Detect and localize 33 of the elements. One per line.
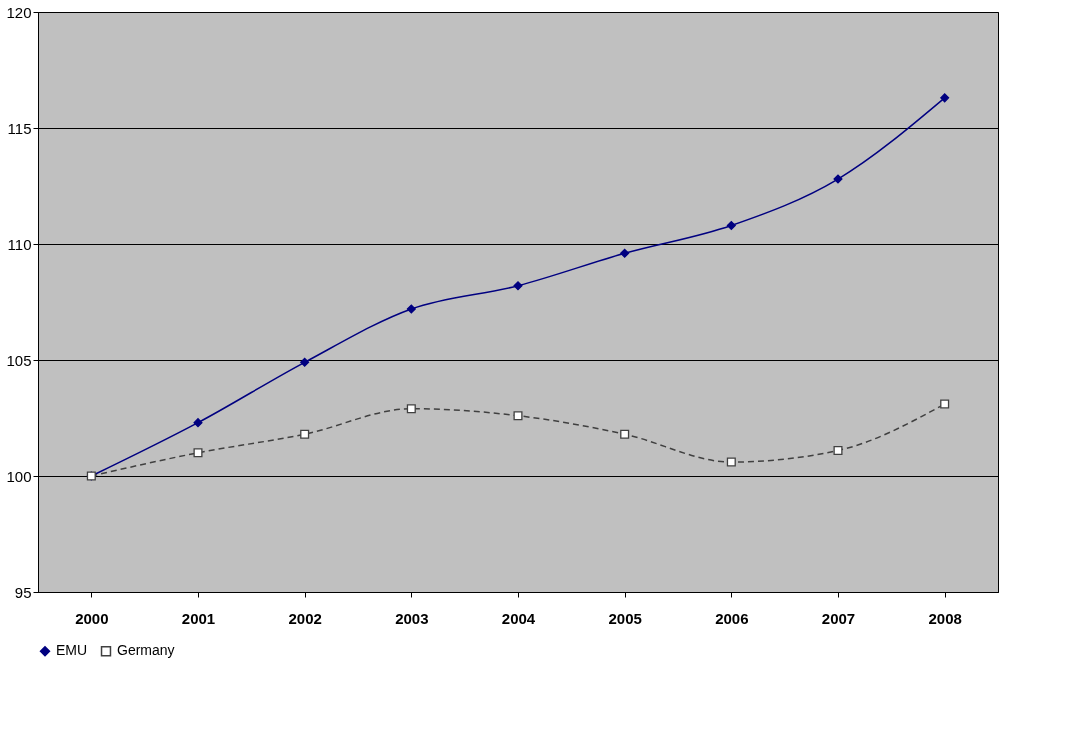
x-tick-label: 2003 <box>395 609 429 627</box>
point <box>726 457 736 467</box>
point <box>620 429 630 439</box>
x-tick-label: 2000 <box>75 609 109 627</box>
point <box>833 174 843 184</box>
point <box>193 448 203 458</box>
point <box>513 281 523 291</box>
point <box>193 418 203 428</box>
point <box>940 93 950 103</box>
y-tick-label: 100 <box>6 467 32 485</box>
legend-label: EMU <box>56 642 88 659</box>
x-tick-label: 2008 <box>928 609 962 627</box>
y-tick-label: 105 <box>6 351 32 369</box>
x-tick-label: 2002 <box>288 609 322 627</box>
legend-label: Germany <box>117 642 175 659</box>
x-tick-label: 2004 <box>501 609 536 627</box>
point <box>940 399 950 409</box>
x-tick-label: 2007 <box>821 609 856 627</box>
y-tick-label: 115 <box>7 119 32 137</box>
point <box>513 411 523 421</box>
point <box>300 429 310 439</box>
point <box>406 404 416 414</box>
y-tick-label: 95 <box>14 583 32 601</box>
x-tick-label: 2005 <box>608 609 642 627</box>
point <box>620 248 630 258</box>
y-tick-label: 120 <box>6 3 32 21</box>
point <box>833 445 843 455</box>
x-tick-label: 2006 <box>715 609 749 627</box>
point <box>300 357 310 367</box>
x-tick-label: 2001 <box>181 609 216 627</box>
point <box>726 220 736 230</box>
y-tick-label: 110 <box>7 235 32 253</box>
point <box>406 304 416 314</box>
